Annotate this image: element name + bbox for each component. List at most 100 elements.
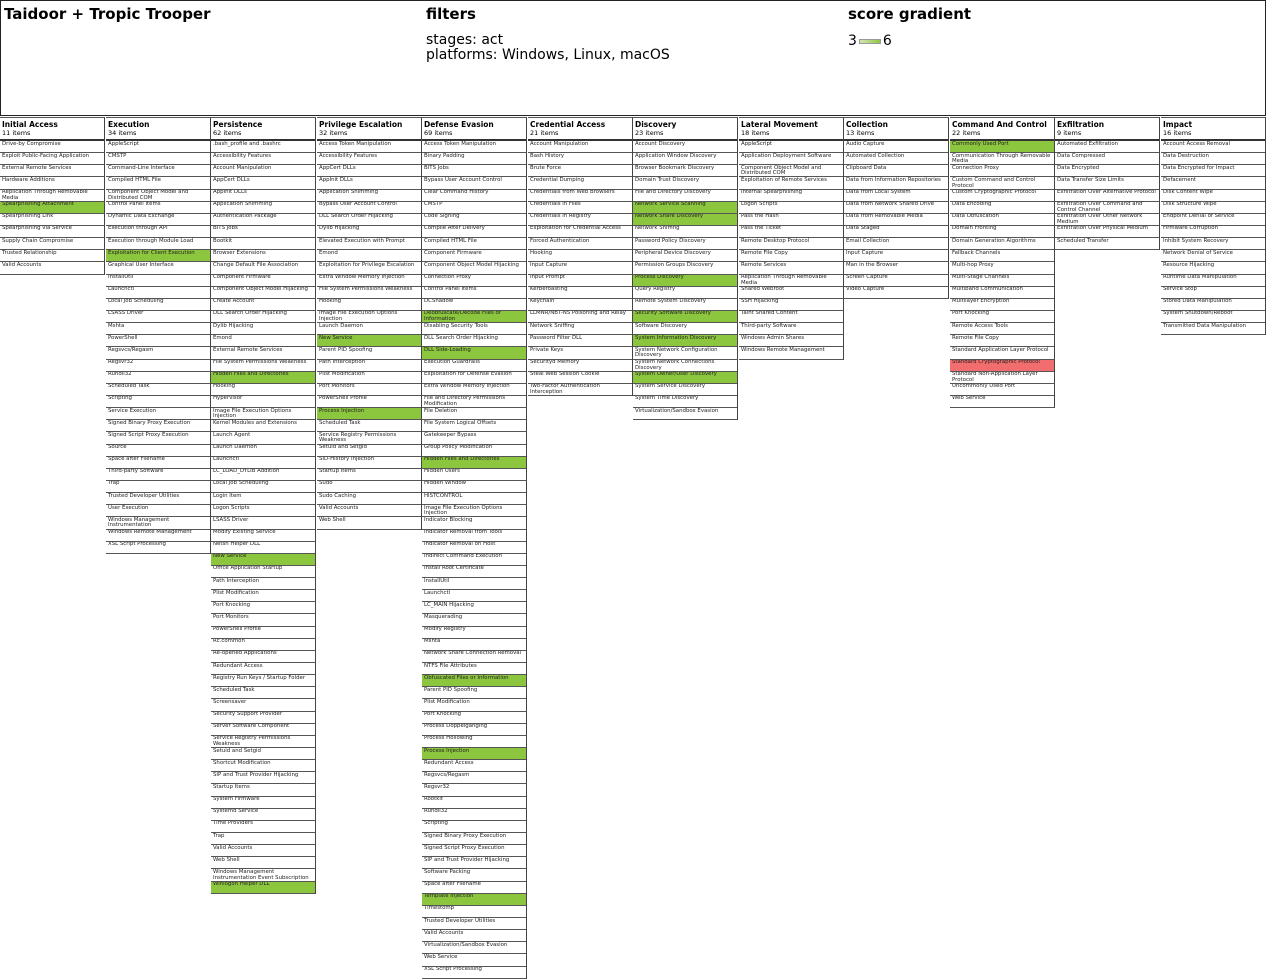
technique-cell[interactable]: Bypass User Account Control <box>317 202 421 214</box>
technique-cell[interactable]: Redundant Access <box>211 663 315 676</box>
technique-cell[interactable]: Virtualization/Sandbox Evasion <box>422 942 526 955</box>
technique-cell[interactable]: Account Manipulation <box>211 165 315 178</box>
technique-cell[interactable]: Image File Execution Options Injection <box>317 311 421 324</box>
technique-cell[interactable]: Pass the Hash <box>739 214 843 226</box>
technique-cell[interactable]: Spearphishing Link <box>0 214 104 226</box>
technique-cell[interactable]: NTFS File Attributes <box>422 663 526 676</box>
tactic-header[interactable]: Privilege Escalation 32 items <box>317 117 421 141</box>
technique-cell[interactable]: Accessibility Features <box>211 153 315 166</box>
technique-cell[interactable]: Email Collection <box>844 238 948 251</box>
technique-cell[interactable]: Standard Application Layer Protocol <box>950 347 1054 360</box>
technique-cell[interactable]: Code Signing <box>422 214 526 226</box>
technique-cell[interactable]: Netsh Helper DLL <box>211 542 315 554</box>
technique-cell[interactable]: XSL Script Processing <box>106 542 210 554</box>
technique-cell[interactable]: Exploit Public-Facing Application <box>0 153 104 166</box>
technique-cell[interactable]: Software Packing <box>422 869 526 882</box>
technique-cell[interactable]: Control Panel Items <box>422 287 526 299</box>
technique-cell[interactable]: Winlogon Helper DLL <box>211 881 315 894</box>
technique-cell[interactable]: Registry Run Keys / Startup Folder <box>211 675 315 688</box>
technique-cell[interactable]: Valid Accounts <box>422 930 526 943</box>
technique-cell[interactable]: SSH Hijacking <box>739 299 843 311</box>
technique-cell[interactable]: .bash_profile and .bashrc <box>211 141 315 154</box>
technique-cell[interactable]: Input Capture <box>528 262 632 275</box>
technique-cell[interactable]: Install Root Certificate <box>422 566 526 579</box>
technique-cell[interactable]: BITS Jobs <box>211 226 315 239</box>
technique-cell[interactable]: CMSTP <box>422 202 526 214</box>
technique-cell[interactable]: Remote Access Tools <box>950 323 1054 336</box>
technique-cell[interactable]: DLL Side-Loading <box>422 347 526 360</box>
technique-cell[interactable]: Windows Remote Management <box>106 530 210 542</box>
technique-cell[interactable]: Regsvcs/Regasm <box>422 772 526 785</box>
technique-cell[interactable]: Emond <box>317 250 421 263</box>
technique-cell[interactable]: DLL Search Order Hijacking <box>422 335 526 348</box>
technique-cell[interactable]: Hidden Users <box>422 469 526 481</box>
technique-cell[interactable]: Signed Binary Proxy Execution <box>106 420 210 433</box>
technique-cell[interactable]: Standard Non-Application Layer Protocol <box>950 372 1054 384</box>
technique-cell[interactable]: Path Interception <box>211 578 315 591</box>
technique-cell[interactable]: Port Knocking <box>950 311 1054 324</box>
technique-cell[interactable]: Security Software Discovery <box>633 310 737 324</box>
technique-cell[interactable]: Port Knocking <box>422 712 526 724</box>
technique-cell[interactable]: Data Compressed <box>1055 153 1159 166</box>
technique-cell[interactable]: Custom Cryptographic Protocol <box>950 190 1054 202</box>
technique-cell[interactable]: LC_MAIN Hijacking <box>422 602 526 615</box>
technique-cell[interactable]: AppleScript <box>106 141 210 154</box>
technique-cell[interactable]: Regsvr32 <box>106 360 210 372</box>
technique-cell[interactable]: Windows Management Instrumentation <box>106 517 210 530</box>
technique-cell[interactable]: Rundll32 <box>106 372 210 384</box>
technique-cell[interactable]: System Network Connections Discovery <box>633 360 737 372</box>
technique-cell[interactable]: Indicator Removal from Tools <box>422 530 526 542</box>
tactic-header[interactable]: Defense Evasion 69 items <box>422 117 526 141</box>
technique-cell[interactable]: Exploitation for Credential Access <box>528 226 632 239</box>
technique-cell[interactable]: Compiled HTML File <box>422 238 526 251</box>
technique-cell[interactable]: Component Object Model Hijacking <box>422 262 526 275</box>
technique-cell[interactable]: Office Application Startup <box>211 566 315 579</box>
technique-cell[interactable]: Startup Items <box>211 784 315 797</box>
technique-cell[interactable]: Application Deployment Software <box>739 153 843 166</box>
technique-cell[interactable]: Man in the Browser <box>844 262 948 275</box>
technique-cell[interactable]: Resource Hijacking <box>1161 262 1265 275</box>
technique-cell[interactable]: Kerberoasting <box>528 287 632 299</box>
technique-cell[interactable]: Security Support Provider <box>211 712 315 724</box>
technique-cell[interactable]: Scheduled Task <box>317 420 421 433</box>
technique-cell[interactable]: Re-opened Applications <box>211 651 315 664</box>
technique-cell[interactable]: Dylib Hijacking <box>211 323 315 336</box>
technique-cell[interactable]: Automated Exfiltration <box>1055 141 1159 154</box>
technique-cell[interactable]: Regsvcs/Regasm <box>106 347 210 360</box>
technique-cell[interactable]: Plist Modification <box>422 699 526 712</box>
technique-cell[interactable]: Data Destruction <box>1161 153 1265 166</box>
technique-cell[interactable]: Component Object Model and Distributed C… <box>106 190 210 202</box>
technique-cell[interactable]: Web Shell <box>317 517 421 530</box>
technique-cell[interactable]: AppInit DLLs <box>211 190 315 202</box>
technique-cell[interactable]: Path Interception <box>317 360 421 372</box>
technique-cell[interactable]: Accessibility Features <box>317 153 421 166</box>
technique-cell[interactable]: Credentials in Files <box>528 202 632 214</box>
technique-cell[interactable]: Service Execution <box>106 408 210 421</box>
technique-cell[interactable]: Password Policy Discovery <box>633 238 737 251</box>
technique-cell[interactable]: Bootkit <box>211 238 315 251</box>
technique-cell[interactable]: PowerShell Profile <box>317 396 421 409</box>
technique-cell[interactable]: Signed Binary Proxy Execution <box>422 833 526 846</box>
tactic-header[interactable]: Command And Control 22 items <box>950 117 1054 141</box>
technique-cell[interactable]: Connection Proxy <box>950 165 1054 178</box>
technique-cell[interactable]: Shared Webroot <box>739 287 843 299</box>
technique-cell[interactable]: Component Firmware <box>422 250 526 263</box>
technique-cell[interactable]: Scheduled Transfer <box>1055 238 1159 251</box>
technique-cell[interactable]: Virtualization/Sandbox Evasion <box>633 408 737 421</box>
technique-cell[interactable]: Hooking <box>211 384 315 396</box>
technique-cell[interactable]: Process Doppelgänging <box>422 724 526 736</box>
technique-cell[interactable]: Plist Modification <box>211 590 315 603</box>
technique-cell[interactable]: Data Obfuscation <box>950 214 1054 226</box>
technique-cell[interactable]: Hardware Additions <box>0 177 104 190</box>
technique-cell[interactable]: Control Panel Items <box>106 202 210 214</box>
technique-cell[interactable]: Parent PID Spoofing <box>317 347 421 360</box>
technique-cell[interactable]: Rundll32 <box>422 809 526 821</box>
technique-cell[interactable]: Connection Proxy <box>422 275 526 287</box>
technique-cell[interactable]: File System Logical Offsets <box>422 420 526 433</box>
tactic-header[interactable]: Persistence 62 items <box>211 117 315 141</box>
technique-cell[interactable]: Command-Line Interface <box>106 165 210 178</box>
technique-cell[interactable]: Scripting <box>106 396 210 409</box>
technique-cell[interactable]: Drive-by Compromise <box>0 141 104 154</box>
technique-cell[interactable]: Bypass User Account Control <box>422 177 526 190</box>
technique-cell[interactable]: External Remote Services <box>0 165 104 178</box>
